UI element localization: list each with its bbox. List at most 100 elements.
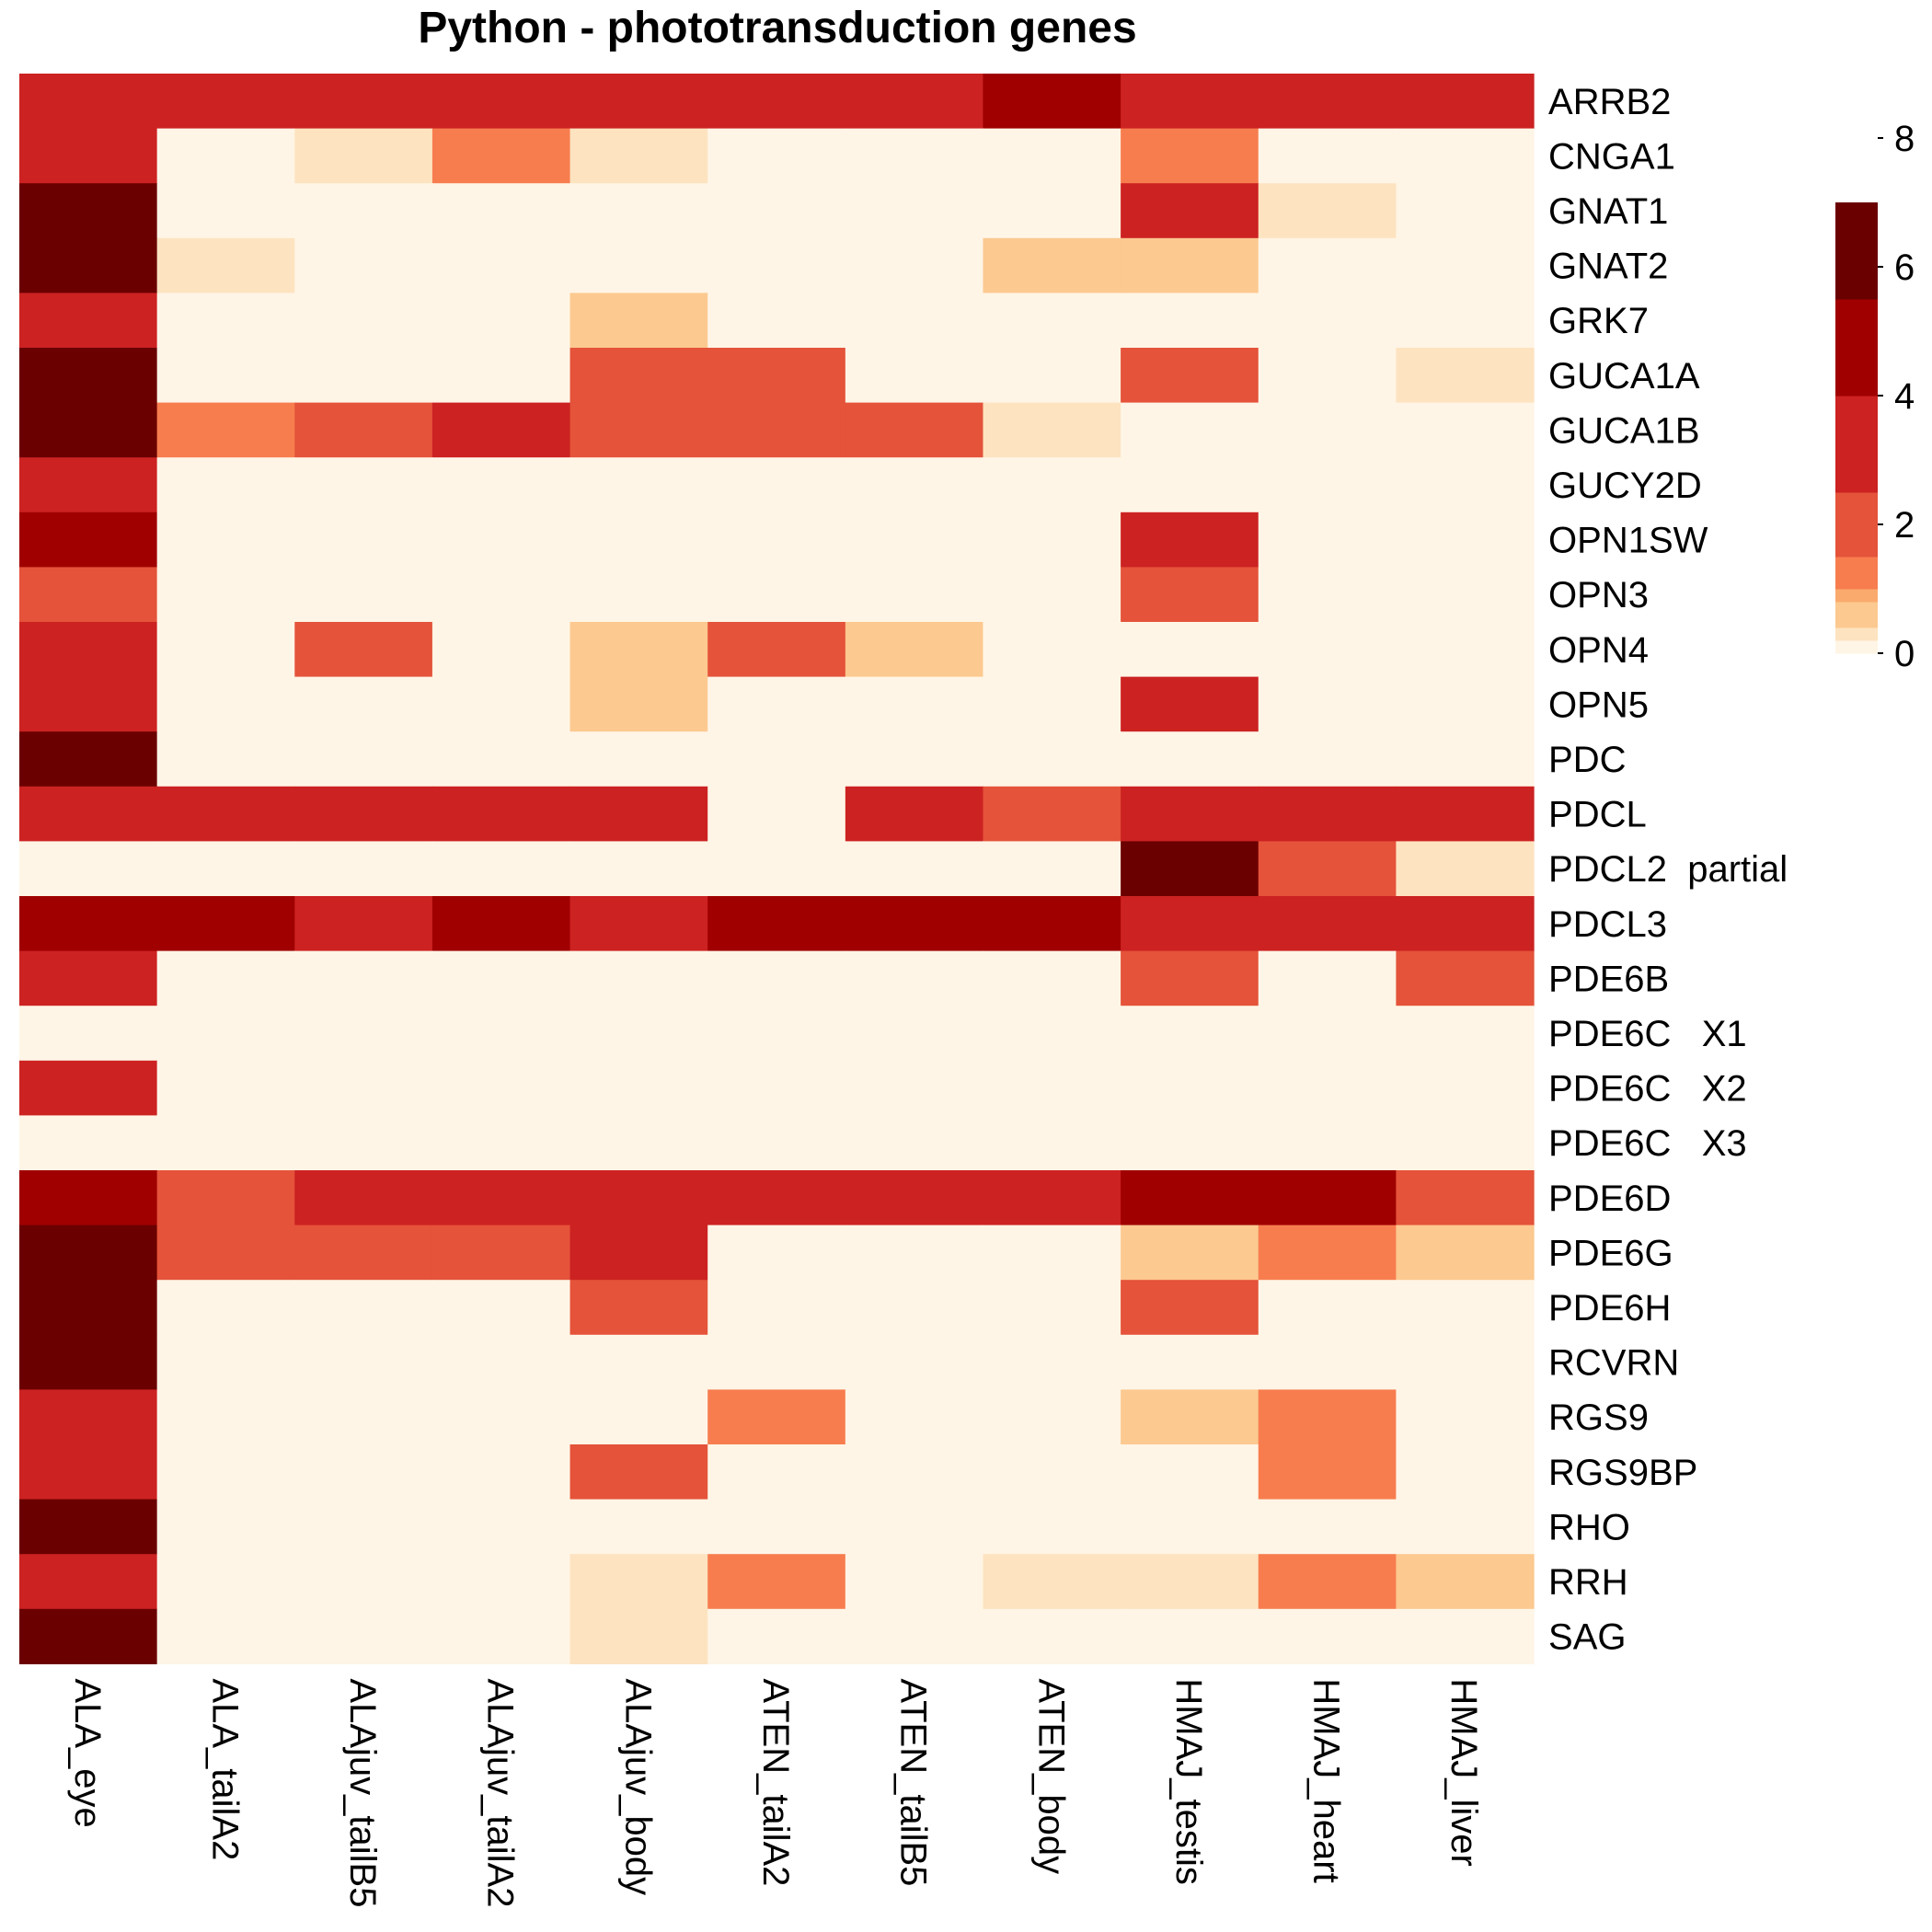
heatmap-cell — [19, 1608, 158, 1664]
heatmap-cell — [1121, 74, 1259, 130]
heatmap-cell — [707, 1389, 846, 1445]
row-labels: ARRB2 CNGA1 GNAT1 GNAT2 GRK7 GUCA1A GUCA1B GUCY… — [1548, 82, 1788, 1658]
heatmap-cell — [156, 293, 295, 349]
heatmap-cell — [431, 676, 571, 732]
heatmap-cell — [983, 676, 1121, 732]
heatmap-cell — [845, 237, 984, 293]
heatmap-cell — [294, 841, 433, 897]
row-label: OPN1SW — [1548, 521, 1708, 561]
heatmap-cell — [1258, 293, 1397, 349]
heatmap-cell — [983, 1170, 1121, 1226]
row-label: OPN5 — [1548, 684, 1649, 725]
heatmap-cell — [19, 512, 158, 568]
heatmap-cell — [1396, 1499, 1535, 1555]
heatmap-cell — [707, 1499, 846, 1555]
heatmap-cell — [707, 1280, 846, 1336]
heatmap-cell — [1258, 402, 1397, 458]
heatmap-cell — [707, 1608, 846, 1664]
column-label: ATEN_body — [1030, 1678, 1071, 1874]
heatmap-cell — [1258, 567, 1397, 623]
heatmap-cell — [983, 896, 1121, 952]
heatmap-cell — [983, 1334, 1121, 1390]
heatmap-cell — [569, 1444, 708, 1501]
heatmap-cell — [1121, 676, 1259, 732]
heatmap-cell — [156, 1554, 295, 1610]
heatmap-cell — [1258, 950, 1397, 1006]
column-label: ALA_tailA2 — [204, 1678, 245, 1860]
heatmap-cell — [1258, 1389, 1397, 1445]
row-label: RCVRN — [1548, 1343, 1679, 1384]
heatmap-cell — [1258, 676, 1397, 732]
heatmap-cell — [294, 950, 433, 1006]
heatmap-cell — [707, 1225, 846, 1281]
heatmap-cell — [1121, 457, 1259, 513]
heatmap-cell — [1121, 1389, 1259, 1445]
heatmap-cell — [707, 237, 846, 293]
heatmap-cell — [707, 183, 846, 239]
heatmap-cell — [1396, 622, 1535, 678]
legend-swatch — [1835, 202, 1878, 300]
heatmap-cell — [845, 1060, 984, 1116]
heatmap-cell — [707, 786, 846, 842]
heatmap-cell — [156, 402, 295, 458]
heatmap-cell — [1121, 1115, 1259, 1171]
heatmap-cell — [569, 457, 708, 513]
heatmap-cell — [156, 1280, 295, 1336]
column-label: ALA_eye — [67, 1678, 108, 1827]
heatmap-cell — [431, 622, 571, 678]
row-label: PDE6C X1 — [1548, 1014, 1747, 1054]
heatmap-cell — [1396, 896, 1535, 952]
heatmap-cell — [431, 1060, 571, 1116]
heatmap-cell — [845, 1554, 984, 1610]
heatmap-cell — [1396, 950, 1535, 1006]
heatmap-cell — [707, 1334, 846, 1390]
heatmap-cell — [983, 1608, 1121, 1664]
heatmap-cell — [1396, 1225, 1535, 1281]
heatmap-cell — [1121, 1444, 1259, 1501]
heatmap-cell — [1396, 183, 1535, 239]
heatmap-cell — [431, 348, 571, 404]
heatmap-cell — [294, 74, 433, 130]
heatmap-cell — [983, 567, 1121, 623]
row-label: GRK7 — [1548, 301, 1649, 341]
heatmap-cell — [19, 786, 158, 842]
heatmap-cell — [1396, 1060, 1535, 1116]
heatmap-cell — [1258, 1115, 1397, 1171]
heatmap-cell — [19, 1334, 158, 1390]
column-label: ATEN_tailB5 — [893, 1678, 934, 1886]
heatmap-cell — [1396, 1280, 1535, 1336]
heatmap-cell — [983, 1389, 1121, 1445]
heatmap-cell — [19, 567, 158, 623]
row-label: PDE6G — [1548, 1233, 1673, 1273]
heatmap-cell — [983, 128, 1121, 184]
heatmap-cell — [294, 348, 433, 404]
heatmap-cell — [845, 74, 984, 130]
heatmap-cell — [569, 1608, 708, 1664]
heatmap-cell — [569, 950, 708, 1006]
heatmap-cell — [983, 1225, 1121, 1281]
heatmap-cell — [1396, 237, 1535, 293]
heatmap-cell — [845, 676, 984, 732]
heatmap-cell — [569, 786, 708, 842]
heatmap-cell — [1258, 512, 1397, 568]
heatmap-cell — [431, 1499, 571, 1555]
heatmap-cell — [569, 74, 708, 130]
heatmap-cell — [1396, 1444, 1535, 1501]
heatmap-cell — [1121, 896, 1259, 952]
heatmap-cell — [156, 348, 295, 404]
heatmap-cell — [845, 128, 984, 184]
heatmap-cell — [707, 348, 846, 404]
heatmap-cell — [845, 1389, 984, 1445]
column-labels: ALA_eye ALA_tailA2 ALAjuv_tailB5 ALAjuv_tai… — [67, 1678, 1484, 1907]
heatmap-cell — [19, 74, 158, 130]
heatmap-cell — [294, 1554, 433, 1610]
heatmap-cell — [156, 1060, 295, 1116]
heatmap-cell — [294, 1334, 433, 1390]
heatmap-cell — [431, 896, 571, 952]
heatmap-cells — [19, 74, 1535, 1664]
heatmap-cell — [156, 183, 295, 239]
heatmap-cell — [1258, 786, 1397, 842]
row-label: RGS9BP — [1548, 1453, 1697, 1493]
heatmap-cell — [1258, 457, 1397, 513]
row-label: OPN4 — [1548, 630, 1649, 671]
